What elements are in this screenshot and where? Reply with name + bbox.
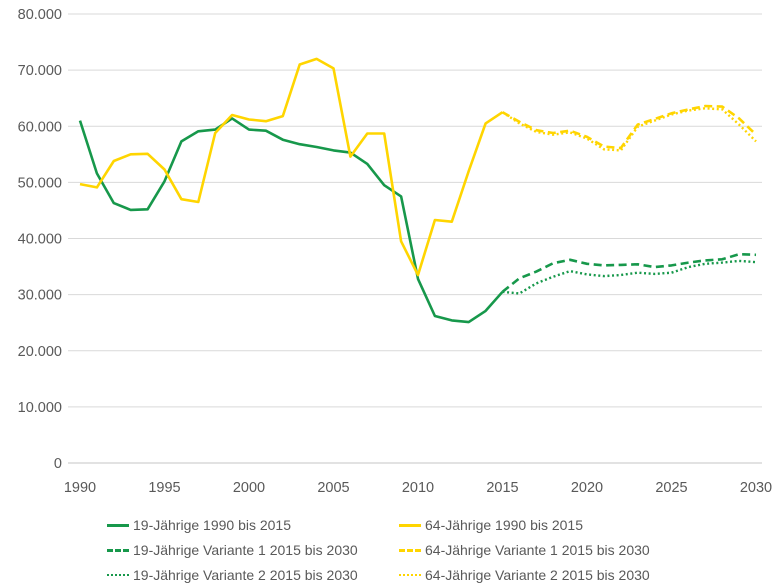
y-axis-tick-label: 50.000 [18,175,62,191]
y-axis-tick-label: 0 [54,456,62,472]
y-axis-tick-label: 70.000 [18,63,62,79]
y-axis-tick-label: 30.000 [18,288,62,304]
series-19-j-hrige-variante-1-2015-bis-2030 [501,252,757,293]
x-axis-tick-label: 1995 [148,480,180,496]
legend-item-64-variante1: 64-Jährige Variante 1 2015 bis 2030 [399,539,650,561]
legend-swatch-yellow-solid-line [399,523,421,527]
y-axis-tick-label: 80.000 [18,7,62,23]
legend-swatch-green-dotted-line [107,574,129,576]
legend-label: 64-Jährige 1990 bis 2015 [425,517,584,533]
series-64-j-hrige-variante-2-2015-bis-2030 [501,107,757,152]
x-axis-tick-label: 2015 [486,480,518,496]
legend-swatch-green-solid-line [107,523,129,527]
x-axis-tick-label: 2005 [317,480,349,496]
legend-label: 64-Jährige Variante 2 2015 bis 2030 [425,567,650,583]
series-19-j-hrige-variante-2-2015-bis-2030 [502,259,757,295]
y-axis-tick-label: 60.000 [18,119,62,135]
legend-item-64-1990-2015: 64-Jährige 1990 bis 2015 [399,514,583,536]
legend-swatch-green-dashed-line [107,548,129,552]
chart-legend: 19-Jährige 1990 bis 2015 64-Jährige 1990… [0,512,780,586]
legend-label: 19-Jährige 1990 bis 2015 [133,517,292,533]
x-axis-tick-label: 1990 [64,480,96,496]
y-axis-tick-label: 40.000 [18,232,62,248]
legend-label: 19-Jährige Variante 1 2015 bis 2030 [133,542,358,558]
x-axis-tick-label: 2010 [402,480,434,496]
y-axis-tick-label: 10.000 [18,400,62,416]
legend-item-19-1990-2015: 19-Jährige 1990 bis 2015 [107,514,291,536]
series-64-j-hrige-1990-bis-2015 [79,57,504,277]
legend-item-19-variante2: 19-Jährige Variante 2 2015 bis 2030 [107,564,358,586]
legend-swatch-yellow-dotted-line [399,574,421,576]
y-axis-tick-label: 20.000 [18,344,62,360]
series-19-j-hrige-1990-bis-2015 [78,117,504,324]
x-axis-tick-label: 2030 [740,480,772,496]
x-axis-tick-label: 2020 [571,480,603,496]
series-64-j-hrige-variante-1-2015-bis-2030 [501,104,757,150]
line-chart-canvas: 0 10.000 20.000 30.000 40.000 50.000 60.000 70.… [18,7,772,496]
x-axis-tick-label: 2025 [655,480,687,496]
x-axis-tick-label: 2000 [233,480,265,496]
legend-label: 64-Jährige Variante 1 2015 bis 2030 [425,542,650,558]
legend-label: 19-Jährige Variante 2 2015 bis 2030 [133,567,358,583]
legend-item-19-variante1: 19-Jährige Variante 1 2015 bis 2030 [107,539,358,561]
legend-swatch-yellow-dashed-line [399,548,421,552]
legend-item-64-variante2: 64-Jährige Variante 2 2015 bis 2030 [399,564,650,586]
